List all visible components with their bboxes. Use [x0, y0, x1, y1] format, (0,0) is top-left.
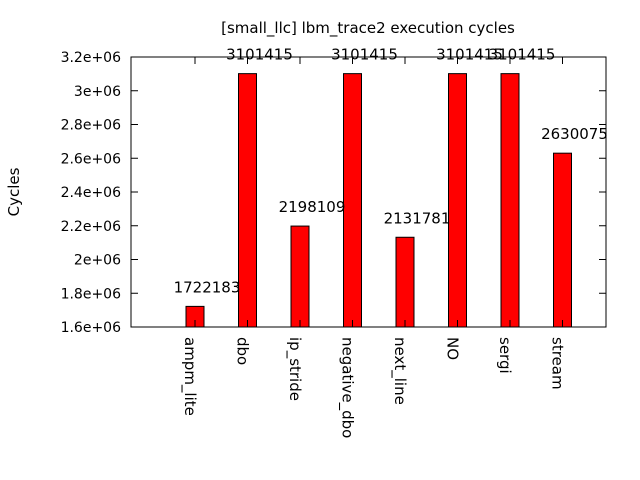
chart-title: [small_llc] lbm_trace2 execution cycles: [221, 19, 515, 38]
data-label: 3101415: [226, 46, 293, 64]
y-axis-label: Cycles: [5, 167, 23, 216]
y-tick-label: 3e+06: [74, 84, 121, 100]
data-label: 2630075: [541, 125, 608, 143]
x-tick-label: ip_stride: [285, 337, 304, 401]
y-tick-label: 1.8e+06: [61, 286, 122, 302]
bar: [238, 73, 257, 328]
data-label: 1722183: [174, 278, 241, 296]
x-tick-label: NO: [444, 337, 462, 360]
x-tick-label: ampm_lite: [180, 337, 199, 416]
x-tick-label: dbo: [234, 337, 252, 365]
y-tick-label: 2.4e+06: [61, 185, 122, 201]
bar: [553, 152, 572, 328]
bar: [290, 225, 310, 328]
bar: [395, 236, 415, 328]
y-tick-label: 1.6e+06: [61, 320, 122, 336]
data-label: 2198109: [279, 198, 346, 216]
bars: [185, 73, 572, 328]
x-tick-label: negative_dbo: [338, 337, 357, 438]
y-tick-label: 3.2e+06: [61, 50, 122, 66]
y-tick-label: 2e+06: [74, 253, 121, 269]
data-label: 2131781: [384, 209, 451, 227]
y-axis: 1.6e+06 1.8e+06 2e+06 2.2e+06 2.4e+06 2.6e+06…: [61, 50, 606, 336]
bar: [448, 73, 467, 328]
x-tick-label: stream: [549, 337, 567, 390]
x-axis: ampm_lite dbo ip_stride negative_dbo next_li…: [180, 57, 567, 438]
data-label: 3101415: [436, 46, 503, 64]
y-tick-label: 2.8e+06: [61, 118, 122, 134]
x-tick-label: sergi: [496, 337, 514, 374]
x-tick-label: next_line: [390, 337, 409, 405]
bar: [343, 73, 362, 328]
data-label: 3101415: [331, 46, 398, 64]
data-labels: 1722183 3101415 2198109 3101415 2131781 31014…: [174, 46, 608, 297]
y-tick-label: 2.2e+06: [61, 219, 122, 235]
data-label: 3101415: [489, 46, 556, 64]
y-tick-label: 2.6e+06: [61, 151, 122, 167]
bar: [500, 73, 520, 328]
